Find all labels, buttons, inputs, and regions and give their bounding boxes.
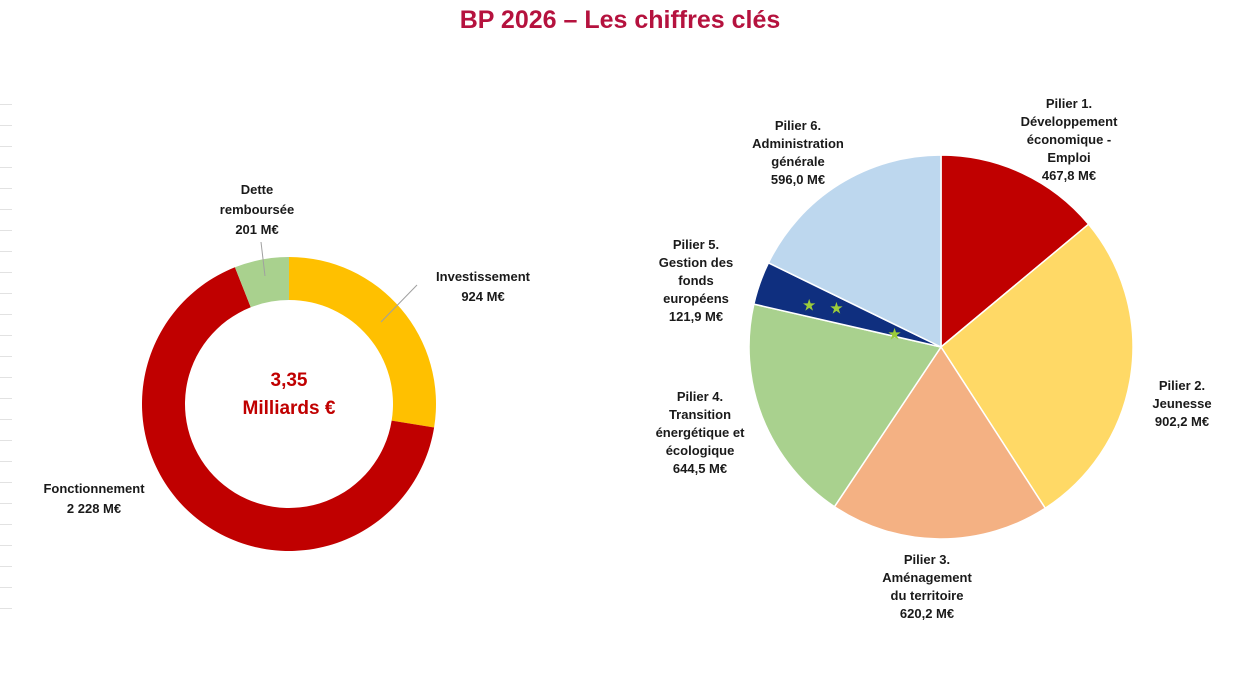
donut-slice-label: Dette remboursée 201 M€ [220,182,294,237]
star-icon: ★ [829,299,843,318]
donut-slice-label: Investissement 924 M€ [436,269,531,304]
left-margin-rule [0,96,12,616]
pie-slice-label: Pilier 4. Transition énergétique et écologi… [656,389,746,476]
pie-slice-label: Pilier 5. Gestion des fonds européens 121,9 … [659,237,733,324]
pie-slice-label: Pilier 6. Administration générale 596,0 M€ [752,118,844,187]
star-icon: ★ [802,295,816,314]
donut-slice [234,257,289,308]
donut-center-label: 3,35 Milliards € [243,370,336,419]
donut-slice [142,267,435,551]
pie-slice-label: Pilier 1. Développement économique -Emploi… [1021,96,1118,183]
pie-slice [833,345,1047,540]
donut-slice [289,257,437,428]
pie-slice-label: Pilier 2. Jeunesse 902,2 M€ [1152,378,1211,429]
donut-slice-label: Fonctionnement 2 228 M€ [43,481,145,516]
leader-line [380,284,418,323]
pie-chart: Pilier 1. Développement économique -Emploi… [656,96,1212,621]
star-icon: ★ [887,325,901,344]
page-title: BP 2026 – Les chiffres clés [459,6,781,34]
pie-slice [940,154,1090,349]
pie-slice [940,223,1134,510]
leader-line [260,241,266,277]
pie-slice [748,303,943,508]
donut-chart: Investissement 924 M€ Fonctionnement 2 228 … [43,182,531,551]
pie-slice-label: Pilier 3. Aménagement du territoire 620,2 M… [882,552,972,621]
pie-slice [767,154,942,349]
